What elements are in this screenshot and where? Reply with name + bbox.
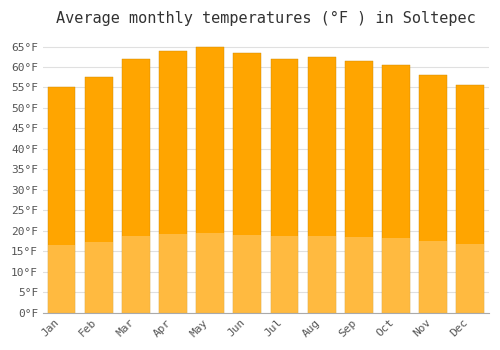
Bar bbox=[308, 236, 336, 313]
Bar bbox=[419, 75, 447, 313]
Bar bbox=[48, 245, 76, 313]
Bar bbox=[234, 234, 262, 313]
Bar bbox=[196, 233, 224, 313]
Bar bbox=[270, 237, 298, 313]
Bar bbox=[345, 61, 373, 313]
Bar bbox=[122, 237, 150, 313]
Bar bbox=[196, 47, 224, 313]
Bar bbox=[270, 59, 298, 313]
Title: Average monthly temperatures (°F ) in Soltepec: Average monthly temperatures (°F ) in So… bbox=[56, 11, 476, 26]
Bar bbox=[345, 237, 373, 313]
Bar bbox=[159, 51, 187, 313]
Bar bbox=[308, 57, 336, 313]
Bar bbox=[48, 88, 76, 313]
Bar bbox=[159, 234, 187, 313]
Bar bbox=[456, 85, 484, 313]
Bar bbox=[85, 77, 112, 313]
Bar bbox=[456, 244, 484, 313]
Bar bbox=[85, 242, 112, 313]
Bar bbox=[419, 241, 447, 313]
Bar bbox=[122, 59, 150, 313]
Bar bbox=[382, 238, 410, 313]
Bar bbox=[382, 65, 410, 313]
Bar bbox=[234, 52, 262, 313]
